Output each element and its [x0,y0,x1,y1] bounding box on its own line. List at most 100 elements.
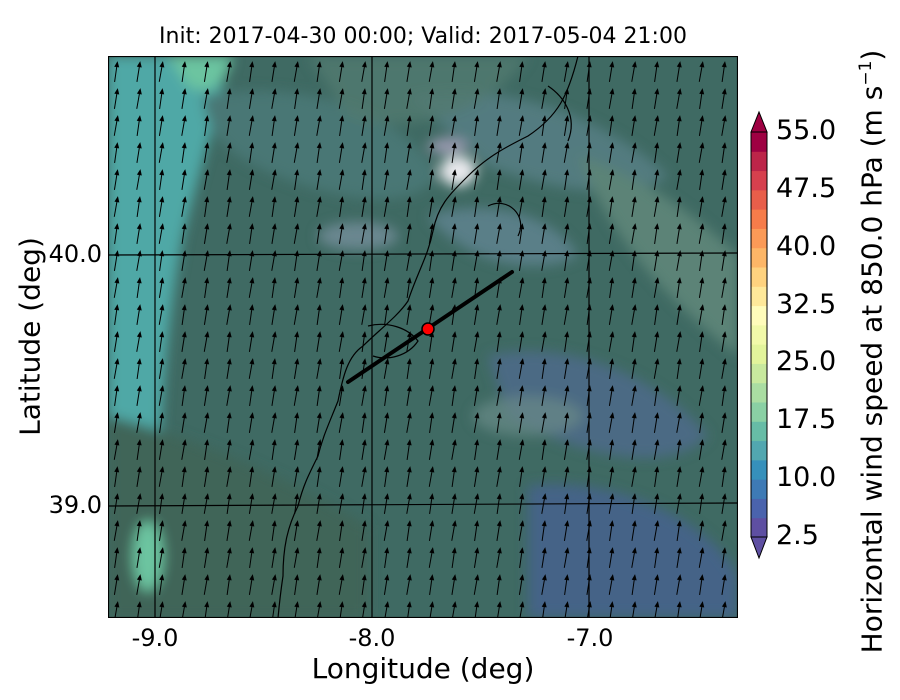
wind-arrow [451,196,457,217]
wind-arrow [406,196,412,217]
wind-arrow [473,88,480,109]
wind-arrow [631,601,637,618]
wind-arrow [721,88,727,109]
wind-arrow [609,277,615,298]
wind-arrow [293,547,300,568]
wind-arrow [204,439,210,460]
wind-arrow [226,466,232,487]
wind-arrow [428,196,435,217]
wind-arrow [159,169,165,190]
wind-arrow [338,61,345,82]
wind-arrow [631,223,637,244]
wind-arrow [226,520,232,541]
wind-arrow [383,439,390,460]
wind-arrow [563,439,570,460]
wind-arrow [136,466,142,487]
wind-arrow [631,196,637,217]
wind-arrow [159,493,165,514]
wind-arrow [293,142,300,163]
wind-arrow [338,142,345,163]
wind-arrow [653,331,660,352]
wind-arrow [721,142,727,163]
wind-arrow [698,61,705,82]
colorbar-bin [751,498,767,519]
wind-arrow [653,412,660,433]
wind-arrow [563,304,570,325]
wind-arrow [181,412,187,433]
wind-arrow [608,385,615,406]
wind-arrow [361,547,367,568]
colorbar-bin [751,170,767,191]
wind-arrow [496,601,502,618]
wind-arrow [226,493,232,514]
wind-arrow [654,223,660,244]
wind-arrow [294,493,300,514]
wind-arrow [653,358,660,379]
wind-arrow [316,412,322,433]
wind-arrow [451,358,457,379]
wind-arrow [609,358,615,379]
wind-arrow [721,385,727,406]
colorbar-bin [751,479,767,499]
wind-arrow [113,520,120,541]
wind-arrow [653,277,660,298]
wind-arrow [563,520,570,541]
wind-arrow [203,250,210,271]
wind-arrow [631,412,637,433]
wind-arrow [136,385,142,406]
wind-arrow [113,358,120,379]
wind-arrow [451,520,457,541]
wind-arrow [293,196,300,217]
wind-arrow [721,412,727,433]
wind-arrow [316,439,322,460]
wind-arrow [271,574,277,595]
wind-arrow [158,385,165,406]
wind-arrow [474,358,480,379]
wind-arrow [361,88,367,109]
wind-arrow [271,223,277,244]
wind-arrow [541,304,547,325]
wind-arrow [181,439,187,460]
wind-arrow [518,358,525,379]
wind-arrow [316,493,322,514]
wind-arrow [383,331,390,352]
wind-arrow [136,169,142,190]
wind-arrow [474,520,480,541]
wind-arrow [226,574,232,595]
wind-arrow [226,547,232,568]
x-axis-label: Longitude (deg) [311,652,535,685]
wind-arrow [653,169,660,190]
wind-arrow [181,223,187,244]
colorbar-tick-label: 32.5 [776,288,837,320]
wind-arrow [248,574,255,595]
wind-arrow [406,358,412,379]
wind-arrow [361,601,367,618]
wind-arrow [113,115,120,136]
wind-arrow [293,61,300,82]
wind-arrow [203,574,210,595]
wind-arrow [361,61,367,82]
wind-arrow [383,88,390,109]
wind-arrow [226,223,232,244]
wind-arrow [226,412,232,433]
wind-arrow [316,277,322,298]
wind-arrow [676,493,682,514]
wind-arrow [721,61,727,82]
wind-arrow [473,574,480,595]
wind-arrow [384,466,390,487]
wind-arrow [496,223,502,244]
wind-arrow [113,88,120,109]
wind-arrow [586,520,592,541]
wind-arrow [159,412,165,433]
wind-arrow [181,277,187,298]
wind-arrow [361,385,367,406]
wind-arrow [519,61,525,82]
wind-arrow [226,331,232,352]
wind-arrow [676,466,682,487]
wind-arrow [406,412,412,433]
wind-vectors [113,61,727,618]
wind-arrow [721,223,727,244]
wind-arrow [181,574,187,595]
wind-arrow [676,358,682,379]
wind-arrow [293,277,300,298]
